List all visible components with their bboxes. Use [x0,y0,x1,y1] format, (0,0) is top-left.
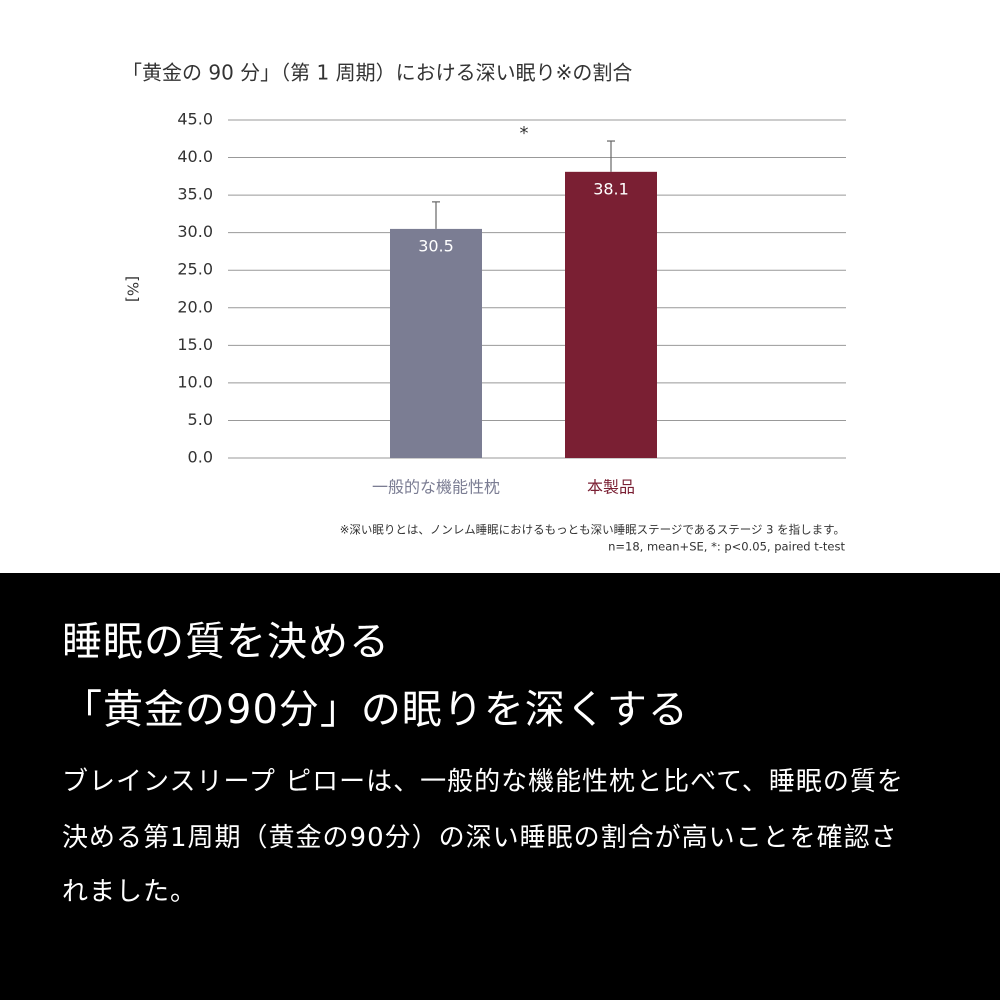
footnote: ※深い眠りとは、ノンレム睡眠におけるもっとも深い睡眠ステージであるステージ 3 … [340,523,845,537]
text-panel: 睡眠の質を決める 「黄金の90分」の眠りを深くする ブレインスリープ ピローは、… [0,573,1000,1000]
chart: 「黄金の 90 分」（第 1 周期）における深い眠り※の割合 [%] * ※深い… [122,61,846,554]
headline: 睡眠の質を決める [62,619,390,665]
y-tick-label: 5.0 [188,410,213,429]
y-tick-label: 10.0 [177,372,213,391]
value-label: 30.5 [418,236,454,255]
y-tick-label: 0.0 [188,448,213,467]
y-tick-label: 35.0 [177,185,213,204]
body-text: 決める第1周期（黄金の90分）の深い睡眠の割合が高いことを確認さ [62,823,898,853]
y-axis-label: [%] [124,276,142,302]
headline: 「黄金の90分」の眠りを深くする [62,687,689,733]
y-tick-label: 45.0 [177,110,213,129]
bar [565,171,657,458]
x-tick-label: 一般的な機能性枕 [372,478,500,497]
y-tick-label: 20.0 [177,297,213,316]
body-text: れました。 [62,877,198,907]
y-tick-label: 30.0 [177,222,213,241]
y-tick-label: 25.0 [177,260,213,279]
significance-mark: * [520,123,529,144]
value-label: 38.1 [593,179,629,198]
bar [390,228,482,458]
y-tick-label: 40.0 [177,147,213,166]
body-text: ブレインスリープ ピローは、一般的な機能性枕と比べて、睡眠の質を [62,767,904,797]
y-tick-label: 15.0 [177,335,213,354]
x-tick-label: 本製品 [587,478,635,497]
footnote: n=18, mean+SE, *: p<0.05, paired t-test [608,540,845,554]
chart-title: 「黄金の 90 分」（第 1 周期）における深い眠り※の割合 [122,61,632,85]
